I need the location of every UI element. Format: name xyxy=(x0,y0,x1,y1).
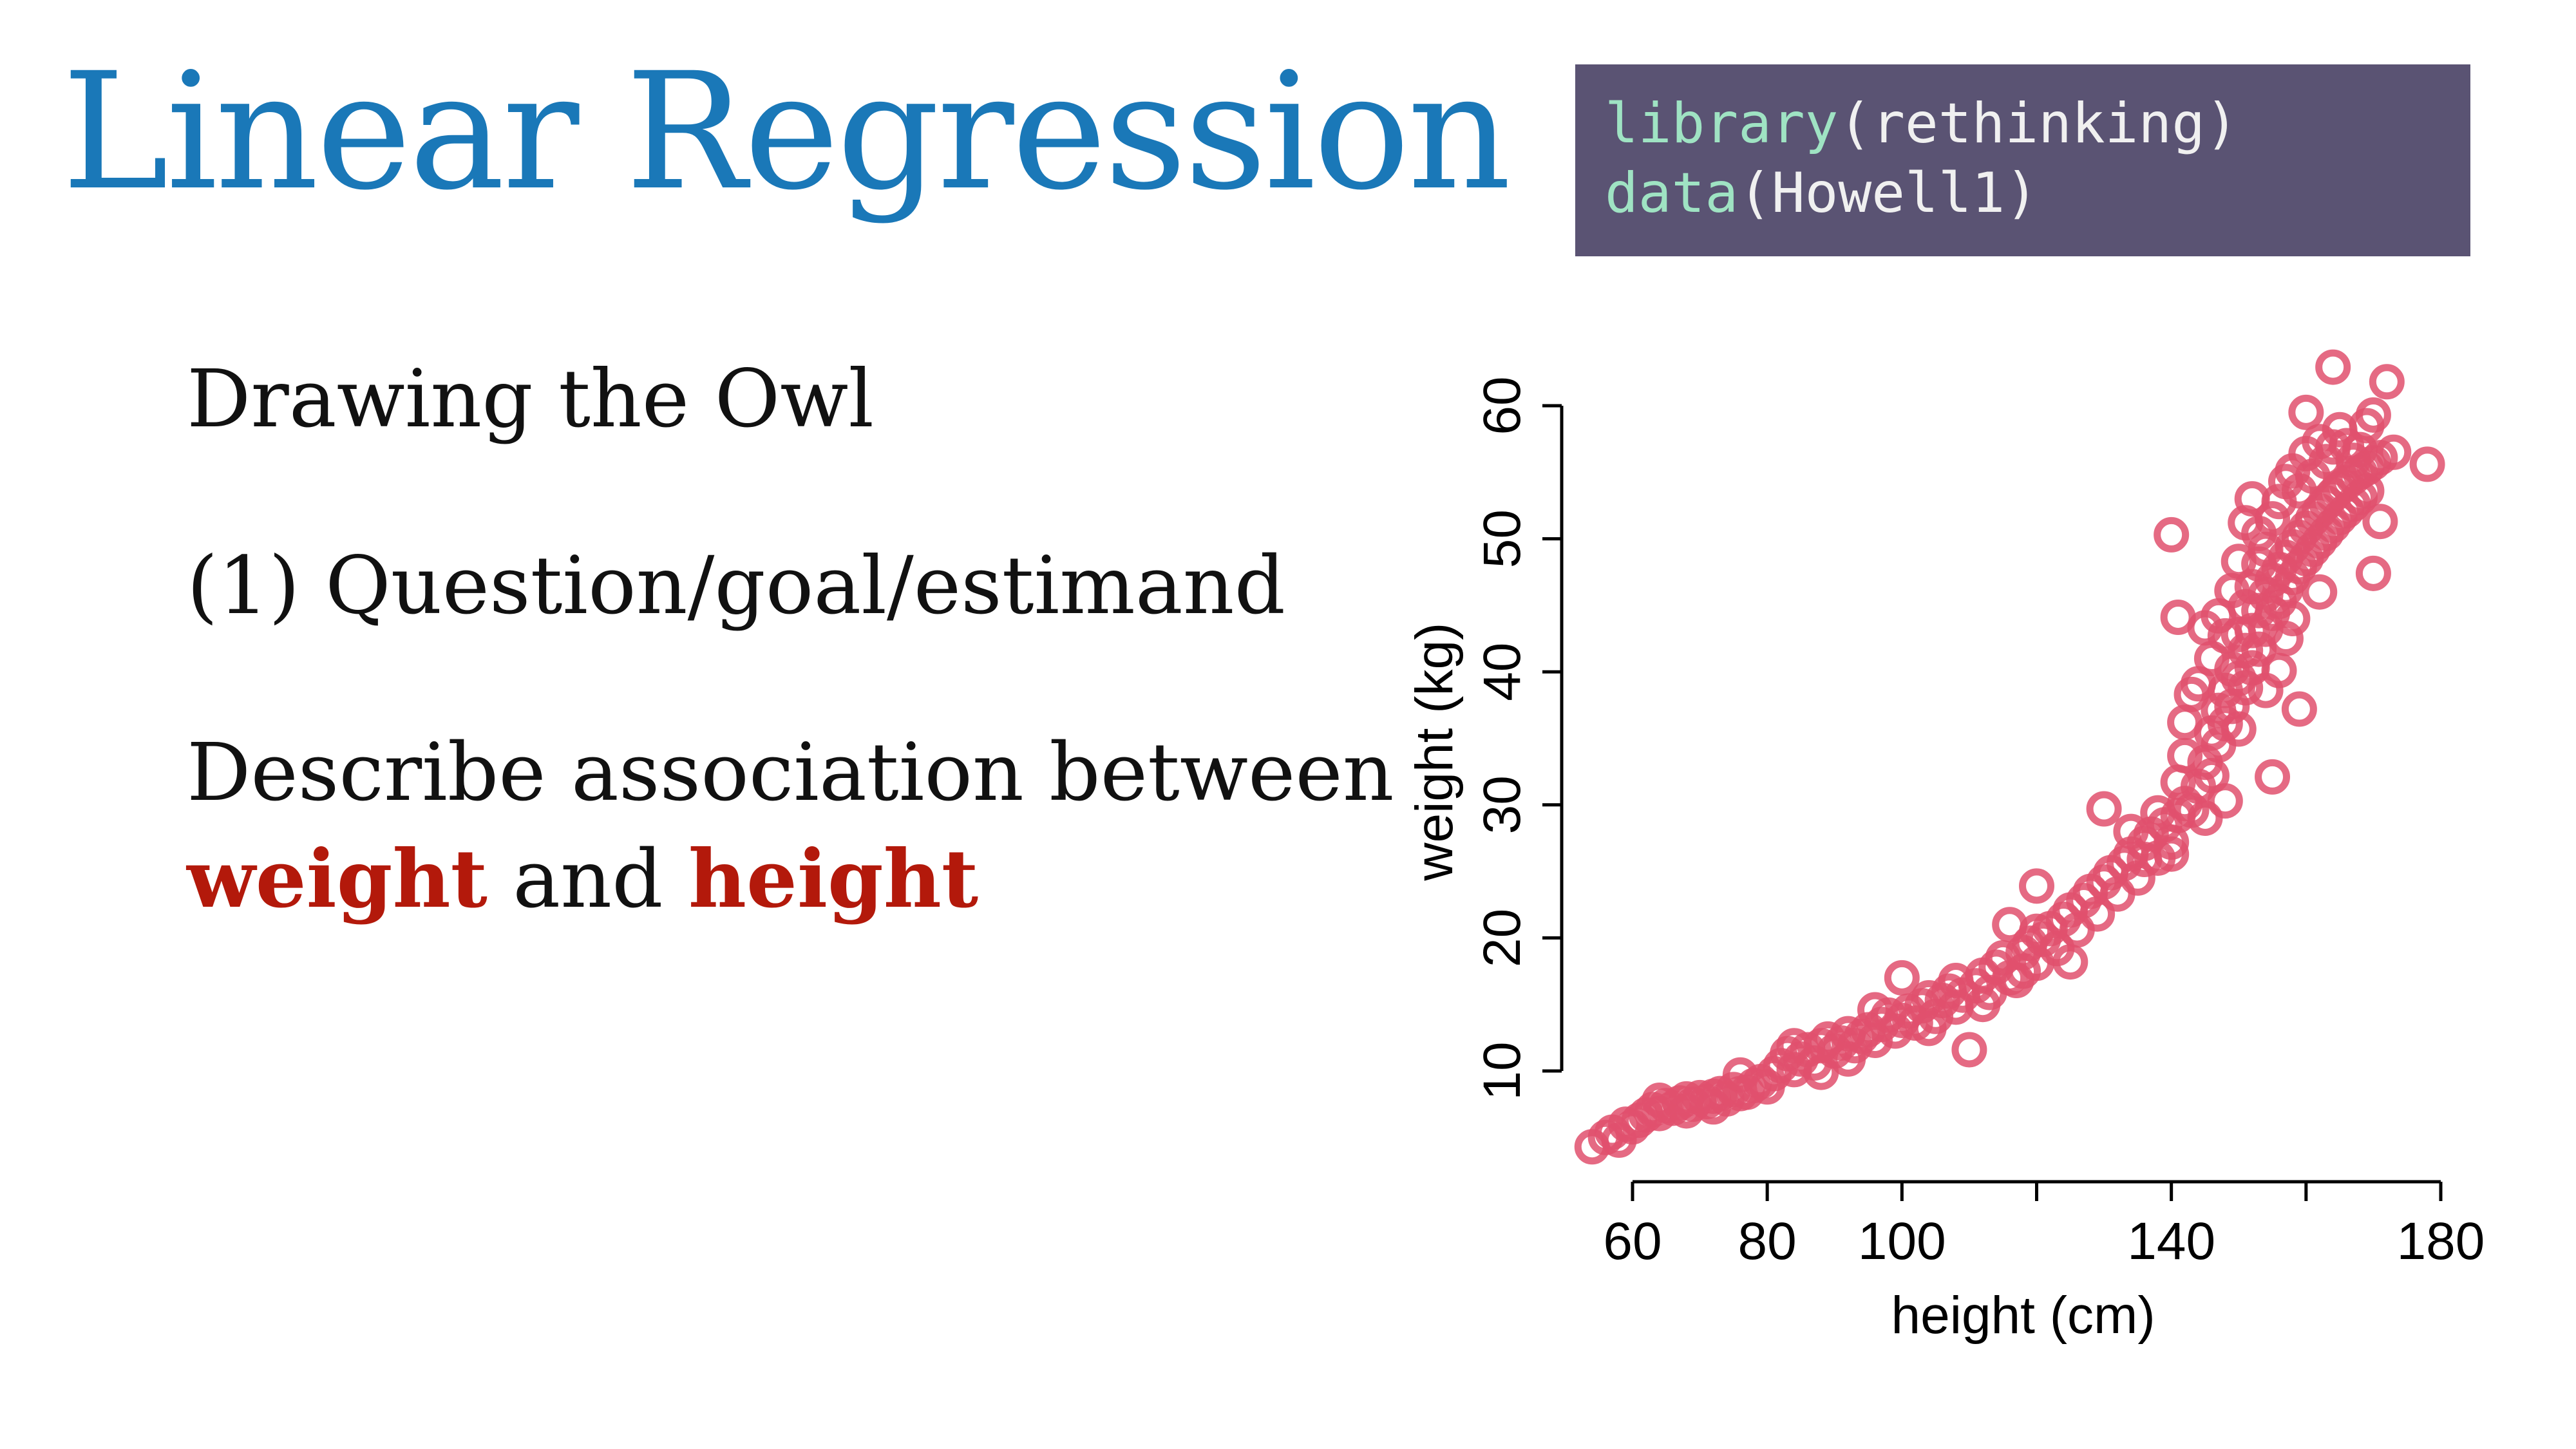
data-point-46 xyxy=(1884,960,1920,996)
var-and: and xyxy=(487,833,688,926)
x-tick-label-100: 100 xyxy=(1858,1212,1946,1271)
bullet-question: (1) Question/goal/estimand xyxy=(187,540,1286,632)
data-point-207 xyxy=(1911,1010,1947,1046)
data-point-142 xyxy=(2261,652,2297,688)
data-point-67 xyxy=(2019,868,2054,904)
x-tick-label-60: 60 xyxy=(1603,1212,1662,1271)
data-point-121 xyxy=(2228,670,2264,706)
data-point-73 xyxy=(2052,944,2088,980)
data-point-197 xyxy=(2160,599,2196,635)
y-tick-label-30: 30 xyxy=(1473,775,1531,834)
data-point-190 xyxy=(2355,397,2391,433)
y-tick-label-10: 10 xyxy=(1473,1041,1531,1100)
data-point-210 xyxy=(1803,1054,1839,1090)
data-point-211 xyxy=(1776,1028,1812,1064)
data-point-206 xyxy=(1938,963,1974,999)
y-tick-label-20: 20 xyxy=(1473,909,1531,967)
x-tick-label-80: 80 xyxy=(1738,1212,1797,1271)
data-point-193 xyxy=(2369,364,2405,400)
data-point-111 xyxy=(2207,783,2243,819)
var-weight: weight xyxy=(187,833,488,926)
data-point-146 xyxy=(2268,621,2304,657)
data-point-200 xyxy=(2126,842,2163,878)
code-line-1: library(rethinking) xyxy=(1605,89,2470,158)
data-point-208 xyxy=(1857,992,1893,1028)
data-point-123 xyxy=(2234,612,2270,649)
data-point-154 xyxy=(2281,691,2317,727)
data-point-172 xyxy=(2315,349,2351,385)
data-point-79 xyxy=(2086,791,2122,827)
bullet-drawing-owl: Drawing the Owl xyxy=(187,353,875,446)
x-tick-label-180: 180 xyxy=(2397,1212,2485,1271)
data-point-209 xyxy=(1830,1041,1866,1077)
code-box: library(rethinking) data(Howell1) xyxy=(1575,64,2470,256)
var-height: height xyxy=(688,833,979,926)
data-point-203 xyxy=(2005,953,2041,989)
code-fn-library: library xyxy=(1605,91,1839,156)
data-point-84 xyxy=(2119,860,2155,896)
y-axis-title: weight (kg) xyxy=(1405,623,1464,882)
data-point-150 xyxy=(2275,601,2311,637)
data-point-56 xyxy=(1951,1032,1987,1068)
code-arg-rethinking: (rethinking) xyxy=(1838,91,2239,156)
data-point-204 xyxy=(1992,907,2028,943)
data-point-189 xyxy=(2355,555,2391,591)
data-point-205 xyxy=(1965,987,2001,1023)
data-point-117 xyxy=(2221,711,2257,747)
data-point-165 xyxy=(2302,574,2338,610)
data-point-198 xyxy=(2167,737,2203,773)
data-point-201 xyxy=(2113,813,2149,849)
y-tick-label-40: 40 xyxy=(1473,643,1531,701)
data-point-199 xyxy=(2140,795,2176,831)
data-point-119 xyxy=(2228,632,2264,668)
bullet-variables: weight and height xyxy=(187,828,978,932)
y-tick-label-60: 60 xyxy=(1473,376,1531,435)
slide-title: Linear Regression xyxy=(62,38,1511,225)
data-point-194 xyxy=(2376,434,2412,470)
data-point-196 xyxy=(2154,516,2190,553)
data-point-192 xyxy=(2362,504,2398,540)
x-axis-title: height (cm) xyxy=(1891,1286,2155,1345)
code-fn-data: data xyxy=(1605,161,1739,225)
code-line-2: data(Howell1) xyxy=(1605,158,2470,228)
data-point-100 xyxy=(2187,800,2223,836)
data-point-195 xyxy=(2409,446,2445,482)
bullet-describe: Describe association between xyxy=(187,726,1394,819)
data-point-137 xyxy=(2255,501,2291,537)
x-tick-label-140: 140 xyxy=(2127,1212,2215,1271)
data-point-77 xyxy=(2079,896,2116,932)
data-point-215 xyxy=(1642,1082,1678,1118)
data-point-158 xyxy=(2288,394,2324,430)
axes-layer: 60 80 100 140 180 height (cm) 10 20 30 40 50 60 weig… xyxy=(1405,376,2485,1345)
points-layer xyxy=(1574,349,2445,1165)
y-tick-label-50: 50 xyxy=(1473,509,1531,568)
code-arg-howell: (Howell1) xyxy=(1738,161,2039,225)
data-point-138 xyxy=(2255,759,2291,795)
data-point-212 xyxy=(1722,1075,1758,1112)
